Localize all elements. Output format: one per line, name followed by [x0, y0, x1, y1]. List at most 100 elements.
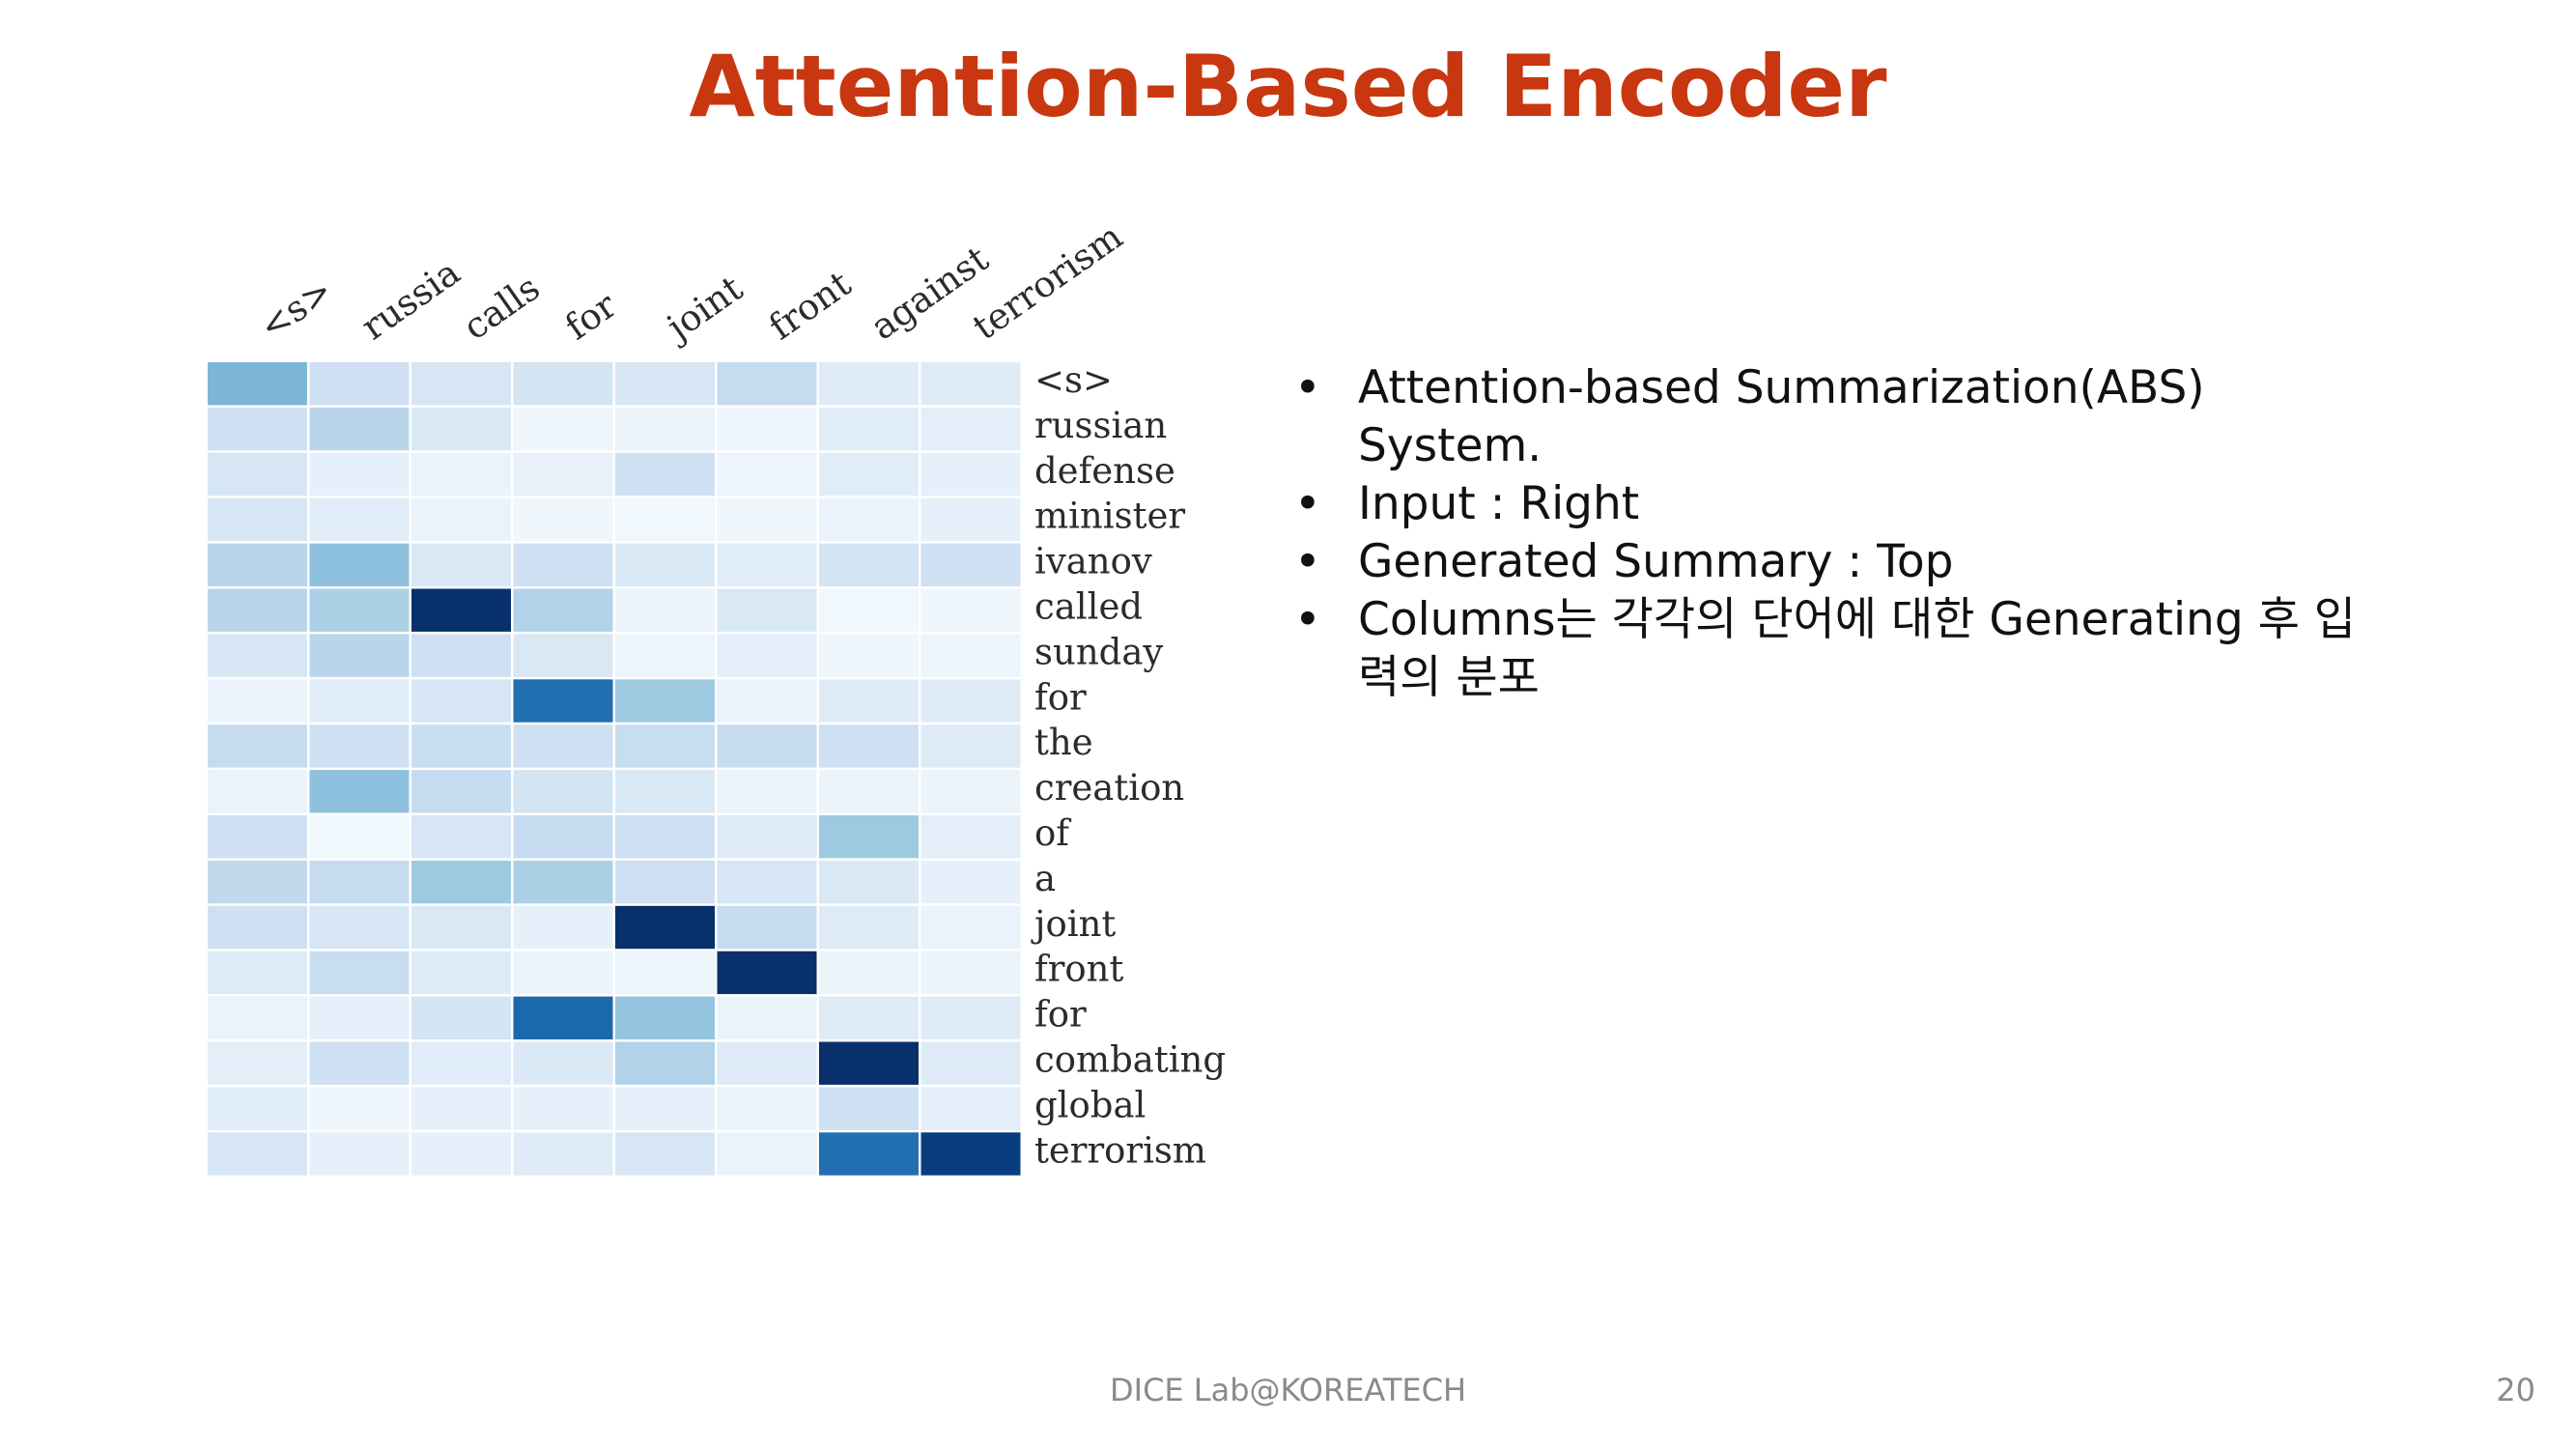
heatmap-cell	[920, 588, 1021, 632]
bullet-item: • Generated Summary : Top	[1294, 533, 2395, 591]
heatmap-cell	[411, 905, 511, 950]
heatmap-cell	[615, 724, 715, 768]
bullet-list: • Attention-based Summarization(ABS) Syst…	[1294, 359, 2395, 707]
heatmap-cell	[920, 362, 1021, 406]
heatmap-cell	[411, 951, 511, 995]
heatmap-cell	[208, 905, 307, 950]
heatmap-cell	[920, 1041, 1021, 1085]
heatmap-cell	[920, 407, 1021, 451]
heatmap-cell	[411, 1087, 511, 1130]
heatmap-cell	[411, 996, 511, 1039]
heatmap-cell	[819, 1041, 919, 1085]
row-label: minister	[1034, 496, 1185, 537]
bullet-item: • Input : Right	[1294, 475, 2395, 533]
row-label: <s>	[1034, 359, 1113, 401]
heatmap-cell	[717, 860, 817, 904]
heatmap-cell	[309, 815, 410, 859]
heatmap-cell	[513, 1041, 613, 1085]
row-label: of	[1034, 812, 1071, 854]
heatmap-cell	[615, 860, 715, 904]
heatmap-cell	[411, 497, 511, 542]
heatmap-cell	[615, 905, 715, 950]
heatmap-cell	[411, 407, 511, 451]
heatmap-cell	[513, 996, 613, 1039]
heatmap-cell	[819, 543, 919, 586]
bullet-text: Input : Right	[1358, 477, 1640, 530]
row-label: called	[1034, 585, 1143, 627]
heatmap-cell	[208, 1087, 307, 1130]
heatmap-cell	[819, 497, 919, 542]
heatmap-cell	[208, 679, 307, 723]
heatmap-cell	[717, 1041, 817, 1085]
heatmap-cell	[920, 543, 1021, 586]
heatmap-cell	[717, 1087, 817, 1130]
heatmap-cell	[819, 815, 919, 859]
heatmap-cell	[309, 951, 410, 995]
heatmap-cell	[513, 951, 613, 995]
heatmap-cell	[819, 1132, 919, 1176]
heatmap-cell	[513, 588, 613, 632]
heatmap-cell	[717, 996, 817, 1039]
bullet-text: Columns는 각각의 단어에 대한 Generating 후 입력의 분포	[1358, 593, 2357, 704]
heatmap-cell	[920, 634, 1021, 677]
row-label: for	[1034, 994, 1087, 1036]
heatmap-cell	[309, 1132, 410, 1176]
heatmap-cell	[411, 452, 511, 497]
slide-title: Attention-Based Encoder	[689, 37, 1887, 136]
heatmap-cell	[411, 770, 511, 813]
heatmap-cell	[208, 860, 307, 904]
heatmap-cell	[920, 815, 1021, 859]
heatmap-cell	[819, 634, 919, 677]
heatmap-cell	[309, 1087, 410, 1130]
heatmap-cell	[411, 860, 511, 904]
heatmap-cell	[615, 679, 715, 723]
heatmap-cell	[513, 634, 613, 677]
heatmap-cell	[717, 362, 817, 406]
heatmap-cell	[513, 497, 613, 542]
heatmap-cell	[513, 860, 613, 904]
heatmap-cell	[920, 452, 1021, 497]
heatmap-cell	[411, 362, 511, 406]
heatmap-cell	[309, 724, 410, 768]
page-number: 20	[2496, 1372, 2535, 1408]
row-label: creation	[1034, 767, 1184, 809]
heatmap-cell	[920, 860, 1021, 904]
bullet-item: • Columns는 각각의 단어에 대한 Generating 후 입력의 분포	[1294, 591, 2395, 707]
heatmap-cell	[208, 634, 307, 677]
heatmap-cell	[615, 996, 715, 1039]
heatmap-cell	[615, 770, 715, 813]
heatmap-cell	[615, 1087, 715, 1130]
heatmap-cell	[411, 679, 511, 723]
bullet-dot-icon: •	[1294, 477, 1321, 530]
row-label: the	[1034, 722, 1093, 763]
bullet-text: Generated Summary : Top	[1358, 535, 1954, 588]
heatmap-cell	[411, 634, 511, 677]
heatmap-cell	[819, 724, 919, 768]
heatmap-cell	[920, 497, 1021, 542]
heatmap-cell	[717, 634, 817, 677]
heatmap-cell	[819, 679, 919, 723]
heatmap-cell	[309, 452, 410, 497]
heatmap-cell	[920, 724, 1021, 768]
row-label: terrorism	[1034, 1129, 1206, 1171]
bullet-item: • Attention-based Summarization(ABS) Syst…	[1294, 359, 2395, 475]
heatmap-cell	[819, 1087, 919, 1130]
heatmap-cell	[717, 452, 817, 497]
heatmap-cell	[411, 724, 511, 768]
column-label: terrorism	[965, 215, 1129, 348]
heatmap-cell	[920, 770, 1021, 813]
heatmap-cell	[819, 452, 919, 497]
heatmap-cell	[208, 996, 307, 1039]
heatmap-cell	[920, 951, 1021, 995]
heatmap-cell	[411, 588, 511, 632]
heatmap-cell	[920, 1087, 1021, 1130]
heatmap-cell	[411, 1132, 511, 1176]
heatmap-cell	[717, 1132, 817, 1176]
heatmap-cell	[208, 452, 307, 497]
heatmap-cell	[717, 543, 817, 586]
row-label: ivanov	[1034, 541, 1152, 582]
heatmap-cell	[411, 543, 511, 586]
heatmap-cell	[717, 407, 817, 451]
column-label: joint	[657, 268, 750, 351]
